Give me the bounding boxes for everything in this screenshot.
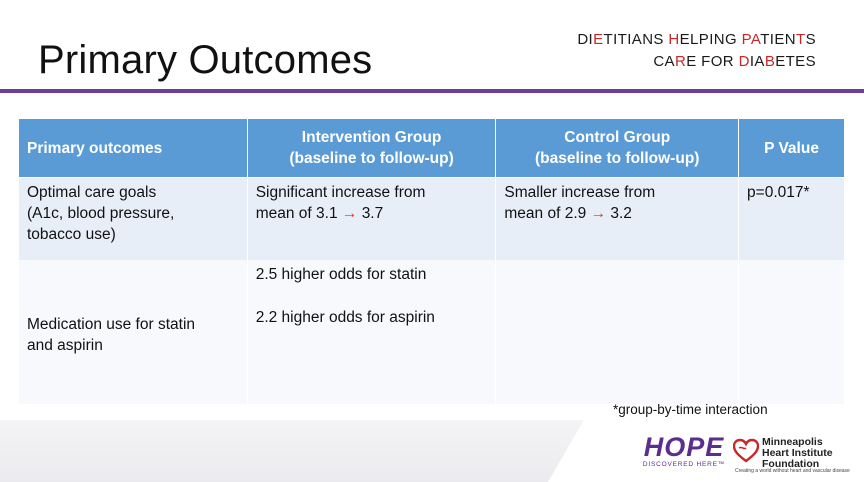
- brand-text-segment: S: [805, 31, 816, 48]
- outcome-line3: tobacco use): [27, 226, 116, 243]
- cell-control-optimal-care: Smaller increase from mean of 2.9 → 3.2: [495, 177, 740, 260]
- brand-text-segment: CA: [653, 53, 675, 70]
- cell-intervention-optimal-care: Significant increase from mean of 3.1 → …: [246, 177, 497, 260]
- brand-text-segment: H: [668, 31, 680, 48]
- header-control-group: Control Group (baseline to follow-up): [495, 118, 740, 178]
- cell-p-value-medication: [738, 260, 845, 404]
- heart-logo-icon: [733, 438, 759, 463]
- cell-p-value-optimal-care: p=0.017*: [738, 177, 845, 260]
- header-p-value: P Value: [738, 118, 845, 178]
- brand-text-segment: T: [796, 31, 806, 48]
- header-intervention-line1: Intervention Group: [301, 129, 442, 146]
- mhif-line3: Foundation: [762, 458, 820, 470]
- header-control-line2: (baseline to follow-up): [534, 150, 700, 167]
- footer-logo-card: [548, 420, 864, 482]
- brand-text-segment: ETES: [775, 53, 816, 70]
- brand-line-1: DIETITIANS HELPING PATIENTS: [577, 29, 816, 51]
- brand-text-segment: E: [593, 31, 604, 48]
- brand-text-segment: R: [674, 53, 687, 70]
- header-primary-outcomes: Primary outcomes: [18, 118, 248, 178]
- title-divider: [0, 89, 864, 93]
- mhif-tagline: Creating a world without heart and vascu…: [735, 468, 850, 474]
- slide-title: Primary Outcomes: [38, 38, 373, 82]
- mhif-line2: Heart Institute: [762, 447, 833, 459]
- table-row: Medication use for statin and aspirin 2.…: [18, 260, 845, 404]
- mhif-logo-text: Minneapolis Heart Institute Foundation: [762, 437, 833, 470]
- header-intervention-group: Intervention Group (baseline to follow-u…: [246, 118, 497, 178]
- brand-text-segment: E FOR: [686, 53, 739, 70]
- control-line1: Smaller increase from: [504, 184, 656, 201]
- brand-text-segment: ELPING: [679, 31, 742, 48]
- intervention-aspirin: 2.2 higher odds for aspirin: [255, 309, 435, 326]
- hope-logo-word: HOPE: [643, 432, 725, 462]
- outcome-line1: Medication use for statin: [27, 316, 196, 333]
- header-intervention-line2: (baseline to follow-up): [289, 150, 454, 167]
- mhif-line1: Minneapolis: [762, 436, 823, 448]
- outcome-line2: (A1c, blood pressure,: [27, 205, 175, 222]
- cell-control-medication: [495, 260, 740, 404]
- table-row: Optimal care goals (A1c, blood pressure,…: [18, 177, 845, 260]
- intervention-change: mean of 3.1 → 3.7: [255, 205, 384, 222]
- footnote: *group-by-time interaction: [613, 402, 768, 417]
- brand-text-segment: TIEN: [760, 31, 797, 48]
- intervention-statin: 2.5 higher odds for statin: [255, 266, 427, 283]
- intervention-line1: Significant increase from: [255, 184, 426, 201]
- brand-text-segment: PA: [741, 31, 761, 48]
- control-change: mean of 2.9 → 3.2: [504, 205, 632, 222]
- brand-text-segment: B: [764, 53, 776, 70]
- brand-text-segment: D: [738, 53, 750, 70]
- cell-outcome-optimal-care: Optimal care goals (A1c, blood pressure,…: [18, 177, 248, 260]
- brand-text-segment: DI: [577, 31, 594, 48]
- brand-text-segment: IA: [749, 53, 765, 70]
- table-header-row: Primary outcomes Intervention Group (bas…: [18, 118, 845, 178]
- cell-outcome-medication: Medication use for statin and aspirin: [18, 260, 248, 404]
- brand-line-2: CARE FOR DIABETES: [577, 51, 816, 73]
- hope-logo: HOPE DISCOVERED HERE™: [639, 433, 729, 468]
- hope-logo-tagline: DISCOVERED HERE™: [642, 461, 726, 468]
- brand-text: DIETITIANS HELPING PATIENTS CARE FOR DIA…: [577, 29, 816, 73]
- cell-intervention-medication: 2.5 higher odds for statin 2.2 higher od…: [246, 260, 497, 404]
- arrow-right-icon: →: [590, 205, 607, 222]
- header-control-line1: Control Group: [564, 129, 671, 146]
- outcomes-table: Primary outcomes Intervention Group (bas…: [18, 118, 845, 404]
- outcome-line1: Optimal care goals: [27, 184, 157, 201]
- brand-text-segment: TITIANS: [603, 31, 669, 48]
- arrow-right-icon: →: [341, 205, 358, 222]
- spacer: [256, 285, 488, 307]
- outcome-line2: and aspirin: [27, 337, 103, 354]
